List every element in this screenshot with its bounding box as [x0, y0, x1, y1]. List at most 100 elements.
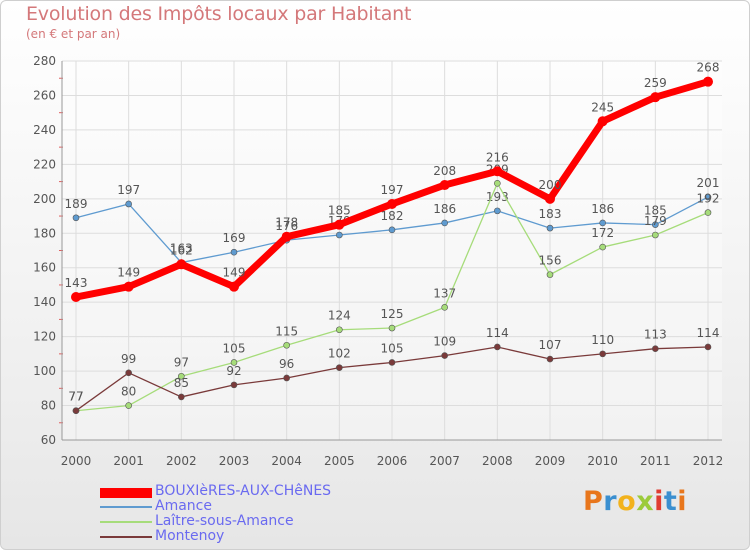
data-label: 113 — [644, 328, 667, 342]
proxiti-logo: Proxiti — [583, 486, 687, 517]
legend-label: Montenoy — [155, 528, 225, 544]
data-label: 179 — [644, 214, 667, 228]
x-tick-label: 2006 — [377, 454, 408, 468]
data-label: 189 — [65, 197, 88, 211]
y-tick-label: 180 — [33, 226, 56, 240]
data-label: 80 — [121, 385, 136, 399]
data-label: 169 — [223, 231, 246, 245]
data-point — [494, 180, 501, 187]
data-label: 92 — [226, 364, 241, 378]
data-point — [71, 292, 81, 303]
data-point — [599, 243, 606, 251]
y-tick-label: 240 — [33, 123, 56, 137]
x-tick-label: 2010 — [587, 454, 618, 468]
x-tick-label: 2008 — [482, 454, 513, 468]
data-label: 163 — [170, 242, 193, 256]
y-tick-label: 220 — [33, 157, 56, 171]
data-point — [650, 92, 661, 103]
data-label: 156 — [539, 254, 562, 268]
data-label: 216 — [486, 150, 509, 164]
data-point — [230, 248, 238, 256]
data-point — [546, 355, 554, 363]
data-point — [441, 219, 448, 227]
data-point — [704, 193, 712, 201]
data-label: 110 — [591, 333, 614, 347]
data-label: 77 — [68, 390, 83, 404]
data-point — [494, 343, 501, 351]
logo-letter: x — [636, 486, 655, 517]
logo-letter: i — [654, 486, 664, 517]
data-point — [229, 281, 239, 292]
x-tick-label: 2005 — [324, 454, 355, 468]
data-label: 137 — [433, 286, 456, 300]
data-label: 268 — [697, 61, 720, 75]
data-point — [283, 374, 290, 382]
data-point — [439, 180, 450, 191]
data-point — [336, 364, 343, 371]
data-point — [336, 231, 343, 239]
data-label: 200 — [539, 178, 562, 192]
data-label: 186 — [591, 202, 614, 216]
legend-label: BOUXIèRES-AUX-CHêNES — [155, 483, 332, 499]
data-label: 99 — [121, 352, 136, 366]
data-label: 107 — [539, 338, 562, 352]
legend-label: Laître-sous-Amance — [155, 513, 294, 529]
data-point — [441, 352, 448, 359]
data-label: 149 — [117, 266, 140, 280]
logo-letter: t — [663, 486, 678, 517]
data-label: 85 — [174, 376, 189, 390]
chart-title: Evolution des Impôts locaux par Habitant — [26, 3, 412, 25]
x-tick-label: 2012 — [693, 454, 724, 468]
data-point — [178, 372, 185, 380]
data-point — [703, 76, 713, 87]
legend-swatch — [100, 506, 152, 508]
legend-swatch — [100, 521, 152, 523]
data-point — [388, 324, 396, 332]
data-label: 192 — [697, 192, 720, 206]
data-label: 197 — [381, 183, 404, 197]
data-point — [72, 407, 80, 415]
data-label: 208 — [433, 164, 456, 178]
data-point — [230, 381, 238, 389]
logo-letter: r — [603, 486, 618, 517]
data-point — [599, 350, 606, 358]
legend-label: Amance — [155, 498, 212, 514]
data-point — [230, 359, 238, 366]
data-point — [652, 231, 659, 239]
data-label: 201 — [697, 176, 720, 190]
data-point — [125, 402, 132, 409]
data-label: 105 — [223, 341, 246, 355]
x-tick-label: 2002 — [166, 454, 197, 468]
data-label: 115 — [275, 324, 298, 338]
logo-letter: i — [677, 486, 688, 517]
data-point — [597, 116, 608, 127]
data-label: 109 — [433, 335, 456, 349]
data-label: 185 — [644, 204, 667, 218]
y-tick-label: 120 — [33, 330, 56, 344]
data-label: 182 — [381, 209, 404, 223]
data-point — [125, 369, 132, 377]
logo-letter: o — [617, 486, 637, 517]
data-label: 183 — [539, 207, 562, 221]
data-label: 186 — [433, 202, 456, 216]
data-point — [441, 304, 448, 311]
data-point — [123, 281, 134, 292]
data-point — [494, 207, 501, 215]
data-label: 97 — [174, 355, 189, 369]
data-label: 149 — [223, 266, 246, 280]
data-point — [704, 209, 712, 216]
chart-subtitle: (en € et par an) — [26, 27, 121, 41]
data-label: 114 — [486, 326, 509, 340]
data-label: 125 — [381, 307, 404, 321]
data-point — [652, 221, 659, 228]
y-tick-label: 160 — [33, 261, 56, 275]
data-point — [281, 231, 292, 242]
data-point — [546, 271, 554, 278]
data-label: 102 — [328, 347, 351, 361]
data-point — [72, 214, 80, 222]
data-point — [388, 359, 396, 366]
data-point — [545, 193, 555, 204]
data-label: 259 — [644, 76, 667, 90]
data-point — [178, 393, 185, 401]
